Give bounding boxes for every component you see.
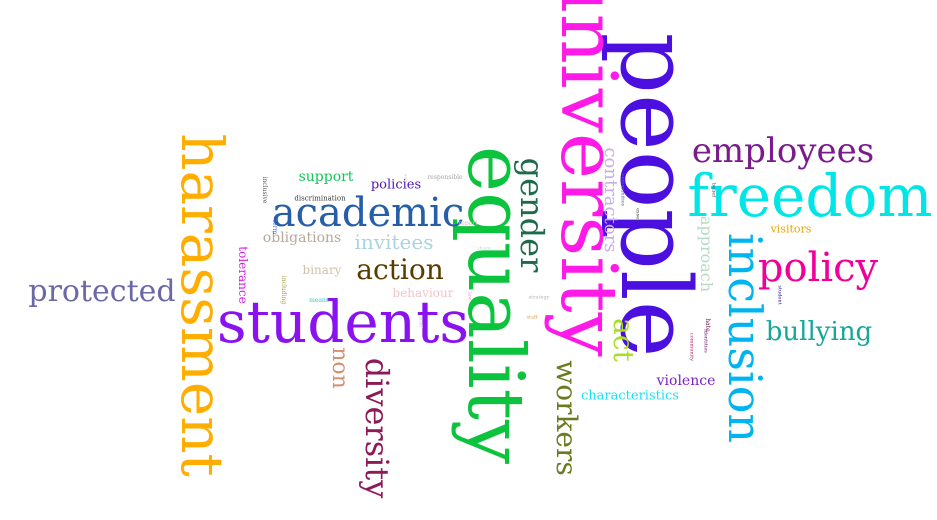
word-gender: gender (513, 157, 551, 273)
word-belief: belief (710, 182, 717, 198)
word-freedom: freedom (687, 162, 933, 230)
word-employees: employees (691, 131, 875, 171)
word-behaviour: behaviour (392, 286, 454, 300)
word-invitees: invitees (354, 230, 434, 254)
word-support: support (298, 169, 354, 185)
word-see: see (402, 173, 409, 183)
word-inclusive: inclusive (261, 176, 268, 204)
word-contractors: contractors (600, 147, 621, 253)
word-share: share (476, 245, 492, 252)
word-harassment: harassment (168, 133, 236, 477)
word-term: term (271, 219, 278, 235)
word-including: including (280, 275, 287, 305)
word-action: action (356, 253, 444, 286)
word-policy: policy (757, 245, 879, 291)
word-violence: violence (656, 373, 716, 389)
word-policies: policies (370, 177, 422, 193)
word-essex: essex (634, 208, 641, 222)
word-characteristics: characteristics (581, 388, 679, 404)
word-law: law (466, 291, 473, 301)
word-community: community (688, 332, 695, 362)
word-responsible: responsible (427, 174, 463, 181)
word-obligations: obligations (262, 230, 342, 246)
word-non: non (327, 347, 352, 389)
word-academic: academic (271, 190, 465, 236)
word-staff: staff (526, 314, 538, 321)
word-diversity: diversity (358, 357, 396, 499)
word-bullying: bullying (765, 317, 873, 347)
word-report: report (458, 220, 478, 227)
word-students: students (216, 288, 470, 356)
word-communities: communities (619, 173, 626, 207)
word-student: student (776, 285, 783, 305)
word-visitors: visitors (770, 222, 812, 236)
word-protected: protected (28, 274, 176, 309)
word-strategy: strategy (528, 294, 550, 301)
word-approach: approach (697, 215, 716, 293)
word-workers: workers (550, 360, 583, 476)
word-identities: identities (702, 329, 709, 353)
word-staff-small: staff (417, 316, 424, 328)
word-discrimination: discrimination (294, 194, 346, 203)
word-act: act (607, 318, 640, 362)
word-binary: binary (302, 263, 342, 277)
word-means: means (309, 297, 329, 304)
word-tolerance: tolerance (236, 246, 250, 304)
